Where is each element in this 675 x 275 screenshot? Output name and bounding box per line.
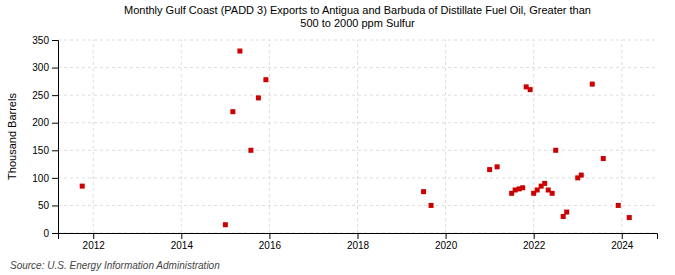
point — [487, 167, 492, 172]
point — [561, 214, 566, 219]
x-grid-line — [269, 40, 270, 233]
x-tick: 2012 — [83, 233, 106, 251]
point — [601, 156, 606, 161]
x-grid-line — [181, 40, 182, 233]
y-tick: 150 — [32, 145, 58, 156]
y-tick: 0 — [43, 228, 58, 239]
point — [627, 215, 632, 220]
y-tick: 50 — [38, 200, 58, 211]
y-tick-mark — [52, 95, 58, 96]
chart: 2012 2014 2016 2018 2020 2022 2024 0 50 100 150 200… — [0, 0, 675, 275]
y-tick: 200 — [32, 117, 58, 128]
point — [553, 148, 558, 153]
x-tick-mark — [181, 233, 182, 239]
y-grid-line — [58, 205, 657, 206]
y-tick: 350 — [32, 35, 58, 46]
x-tick: 2022 — [523, 233, 546, 251]
y-grid-line — [58, 150, 657, 151]
y-tick-label: 150 — [32, 145, 49, 156]
x-tick-mark — [358, 233, 359, 239]
x-tick-mark — [446, 233, 447, 239]
y-tick-label: 100 — [32, 173, 49, 184]
point — [223, 222, 228, 227]
x-tick-label: 2022 — [523, 240, 546, 251]
point — [579, 173, 584, 178]
point — [80, 184, 85, 189]
point — [616, 203, 621, 208]
x-axis-line — [59, 234, 658, 240]
y-tick-mark — [52, 150, 58, 151]
x-tick-label: 2012 — [83, 240, 106, 251]
y-tick-label: 350 — [32, 35, 49, 46]
x-grid-line — [93, 40, 94, 233]
grid — [58, 40, 657, 233]
point — [564, 210, 569, 215]
y-grid-line — [58, 40, 657, 41]
x-axis: 2012 2014 2016 2018 2020 2022 2024 — [59, 233, 658, 251]
x-tick-label: 2020 — [435, 240, 458, 251]
x-tick: 2020 — [435, 233, 458, 251]
point — [590, 82, 595, 87]
x-grid-line — [357, 40, 358, 233]
x-tick-label: 2018 — [347, 240, 370, 251]
y-tick-label: 250 — [32, 90, 49, 101]
point — [528, 87, 533, 92]
x-tick-mark — [93, 233, 94, 239]
y-axis-line — [52, 41, 59, 234]
x-tick: 2018 — [347, 233, 370, 251]
y-tick-mark — [52, 68, 58, 69]
x-tick-mark — [622, 233, 623, 239]
y-tick-label: 300 — [32, 62, 49, 73]
x-tick-mark — [534, 233, 535, 239]
point — [429, 203, 434, 208]
point — [520, 185, 525, 190]
x-grid-line — [621, 40, 622, 233]
y-tick-mark — [52, 233, 58, 234]
point — [230, 109, 235, 114]
y-tick-mark — [52, 178, 58, 179]
x-tick-label: 2016 — [259, 240, 282, 251]
x-grid-line — [533, 40, 534, 233]
y-grid-line — [58, 122, 657, 123]
source-note: Source: U.S. Energy Information Administ… — [10, 260, 220, 271]
point — [248, 148, 253, 153]
title: Monthly Gulf Coast (PADD 3) Exports to A… — [124, 4, 591, 29]
y-tick-label: 50 — [38, 200, 50, 211]
y-grid-line — [58, 67, 657, 68]
y-axis-title: Thousand Barrels — [6, 93, 18, 180]
point — [237, 49, 242, 54]
point — [421, 189, 426, 194]
y-tick-mark — [52, 205, 58, 206]
y-grid-line — [58, 95, 657, 96]
x-tick: 2014 — [171, 233, 194, 251]
points — [80, 49, 632, 228]
y-tick: 250 — [32, 90, 58, 101]
y-tick-mark — [52, 40, 58, 41]
x-tick: 2024 — [611, 233, 634, 251]
y-grid-line — [58, 177, 657, 178]
y-tick-mark — [52, 123, 58, 124]
x-tick-mark — [269, 233, 270, 239]
point — [263, 77, 268, 82]
y-axis: 0 50 100 150 200 250 300 350 — [32, 35, 58, 239]
y-tick: 100 — [32, 173, 58, 184]
x-tick-label: 2014 — [171, 240, 194, 251]
point — [495, 164, 500, 169]
point — [542, 181, 547, 186]
y-tick: 300 — [32, 62, 58, 73]
y-tick-label: 0 — [43, 228, 49, 239]
y-tick-label: 200 — [32, 117, 49, 128]
x-tick: 2016 — [259, 233, 282, 251]
x-tick-label: 2024 — [611, 240, 634, 251]
point — [256, 95, 261, 100]
point — [550, 191, 555, 196]
x-grid-line — [445, 40, 446, 233]
